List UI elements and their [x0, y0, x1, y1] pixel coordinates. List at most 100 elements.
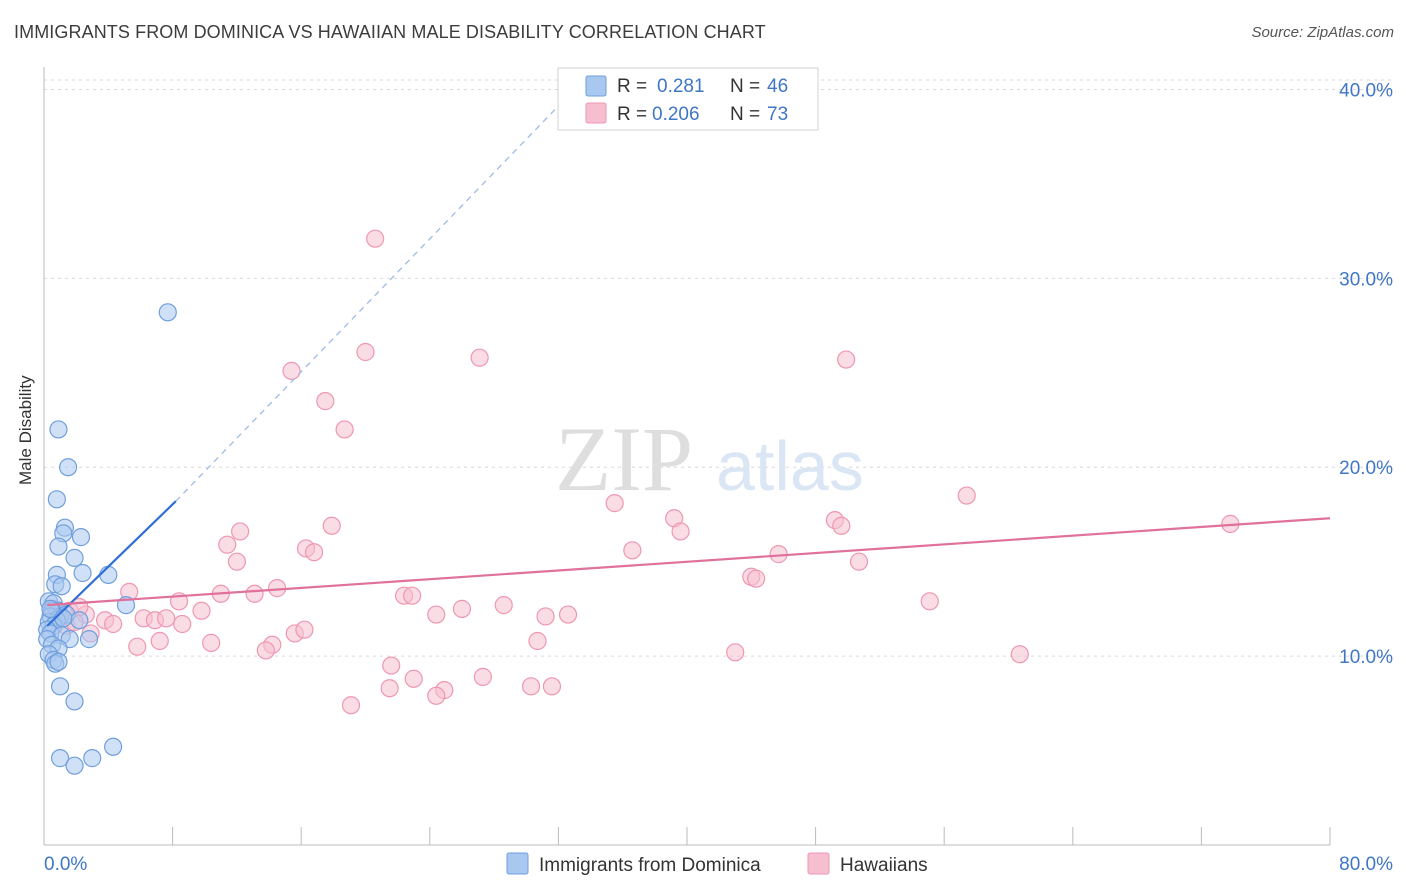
point-hawaiian: [128, 637, 147, 656]
point-hawaiian: [295, 620, 314, 639]
point-hawaiian: [366, 229, 385, 248]
point-hawaiian: [202, 633, 221, 652]
point-hawaiian: [1010, 645, 1029, 664]
legend-swatch-blue: [585, 75, 607, 97]
point-hawaiian: [256, 641, 275, 660]
legend-r-value-2: 0.206: [652, 104, 700, 125]
point-dominica: [50, 677, 70, 696]
watermark-atlas: atlas: [716, 427, 864, 505]
point-hawaiian: [104, 614, 123, 634]
tick-labels: 10.0% 20.0% 30.0% 40.0% 0.0% 80.0%: [44, 80, 1393, 875]
point-hawaiian: [304, 543, 324, 562]
legend-n-value-1: 46: [767, 76, 788, 97]
point-dominica: [70, 611, 89, 630]
x-tick-label-min: 0.0%: [44, 854, 87, 875]
point-dominica: [50, 749, 70, 768]
point-dominica: [104, 737, 123, 756]
point-hawaiian: [245, 584, 264, 603]
point-hawaiian: [849, 552, 869, 571]
point-hawaiian: [404, 669, 423, 688]
watermark: ZIP atlas: [555, 408, 864, 510]
point-dominica: [65, 692, 84, 711]
point-hawaiian: [335, 420, 354, 439]
point-hawaiian: [173, 614, 192, 634]
legend-n-label-1: N =: [730, 76, 760, 97]
legend-r-label-1: R =: [617, 76, 647, 97]
point-hawaiian: [427, 686, 446, 705]
point-hawaiian: [671, 522, 690, 541]
trend-line-dominica: [46, 500, 177, 627]
legend-n-label-2: N =: [730, 104, 760, 125]
legend-bottom-label-2: Hawaiians: [840, 855, 928, 876]
watermark-zip: ZIP: [555, 408, 693, 510]
source-credit: Source: ZipAtlas.com: [1251, 24, 1394, 41]
point-hawaiian: [832, 516, 851, 535]
point-hawaiian: [957, 486, 976, 505]
point-hawaiian: [227, 552, 246, 571]
legend-r-label-2: R =: [617, 104, 647, 125]
point-dominica: [49, 537, 68, 556]
point-hawaiian: [473, 667, 492, 686]
y-tick-label: 20.0%: [1339, 458, 1393, 479]
gridlines: [44, 79, 1393, 657]
point-dominica: [65, 756, 84, 775]
point-dominica: [47, 490, 66, 509]
point-hawaiian: [920, 592, 939, 611]
y-tick-label: 40.0%: [1339, 80, 1393, 101]
point-hawaiian: [382, 656, 401, 675]
point-hawaiian: [452, 599, 472, 618]
point-hawaiian: [218, 535, 237, 554]
point-hawaiian: [605, 494, 624, 513]
point-hawaiian: [837, 350, 856, 369]
legend-bottom-swatch-pink: [807, 852, 830, 875]
point-hawaiian: [536, 607, 555, 626]
y-tick-label: 10.0%: [1339, 647, 1393, 668]
legend-n-value-2: 73: [767, 104, 788, 125]
stats-legend: R = 0.281 N = 46 R = 0.206 N = 73: [557, 67, 819, 131]
axes: [43, 67, 1331, 846]
point-dominica: [59, 458, 78, 477]
y-tick-label: 30.0%: [1339, 269, 1393, 290]
data-points: [38, 229, 1240, 775]
point-hawaiian: [558, 605, 578, 624]
point-hawaiian: [521, 677, 541, 696]
point-hawaiian: [231, 522, 250, 541]
point-dominica: [49, 652, 68, 671]
point-hawaiian: [494, 596, 513, 615]
point-hawaiian: [150, 631, 169, 651]
legend-bottom-label-1: Immigrants from Dominica: [539, 855, 761, 876]
point-hawaiian: [747, 569, 766, 588]
point-dominica: [83, 749, 102, 768]
point-dominica: [99, 565, 118, 584]
point-dominica: [71, 528, 91, 547]
point-hawaiian: [726, 643, 745, 662]
trend-lines: [46, 88, 1331, 627]
point-hawaiian: [192, 601, 211, 620]
chart-title: IMMIGRANTS FROM DOMINICA VS HAWAIIAN MAL…: [14, 22, 766, 42]
legend-swatch-pink: [585, 102, 607, 124]
point-dominica: [65, 548, 84, 567]
point-hawaiian: [470, 348, 489, 367]
point-hawaiian: [542, 677, 562, 696]
point-hawaiian: [316, 392, 335, 411]
point-hawaiian: [427, 605, 446, 624]
legend-bottom-swatch-blue: [506, 852, 529, 875]
legend-r-value-1: 0.281: [657, 76, 705, 97]
point-hawaiian: [341, 696, 361, 715]
point-hawaiian: [380, 679, 399, 698]
point-dominica: [52, 577, 71, 596]
point-hawaiian: [623, 541, 642, 560]
point-hawaiian: [157, 609, 176, 628]
point-dominica: [158, 303, 177, 322]
trend-line-hawaiian: [47, 517, 1331, 607]
point-hawaiian: [403, 586, 422, 605]
point-dominica: [79, 630, 99, 649]
point-hawaiian: [282, 361, 301, 380]
point-dominica: [73, 563, 92, 583]
point-hawaiian: [322, 516, 341, 535]
point-dominica: [49, 420, 68, 439]
point-hawaiian: [528, 631, 547, 651]
x-tick-label-max: 80.0%: [1339, 854, 1393, 875]
series-legend: Immigrants from Dominica Hawaiians: [506, 852, 928, 876]
